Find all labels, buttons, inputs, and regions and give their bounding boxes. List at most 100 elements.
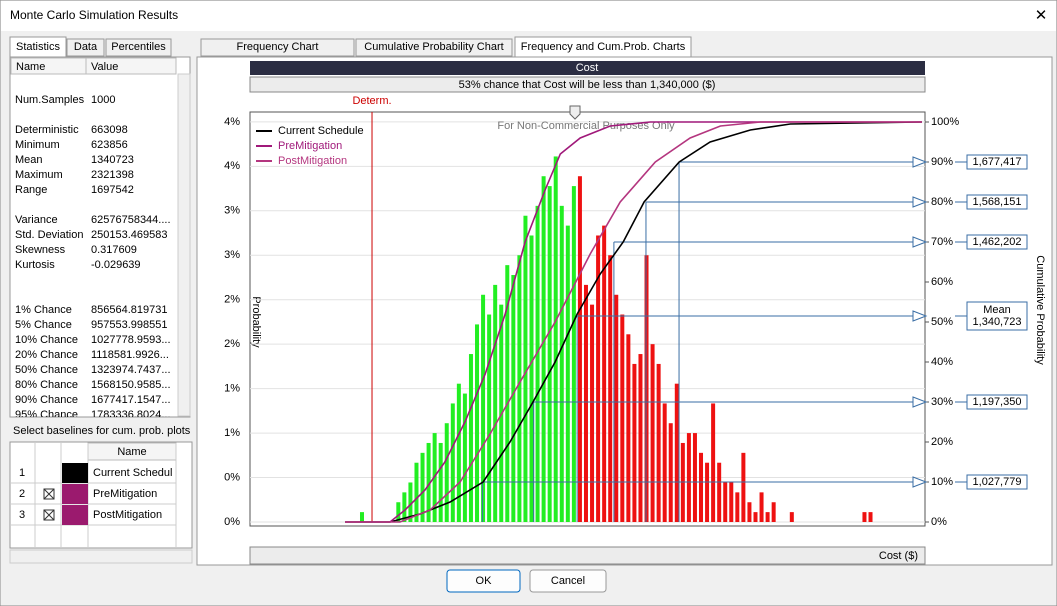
bar xyxy=(747,502,752,522)
table-cell: 1118581.9926... xyxy=(91,349,169,361)
title-bar xyxy=(1,1,1056,31)
marker-arrow xyxy=(912,396,928,408)
bar xyxy=(583,284,588,522)
tab[interactable] xyxy=(105,38,172,57)
bar xyxy=(656,363,661,522)
y-tick-label: 0% xyxy=(224,516,240,528)
color-swatch xyxy=(62,463,88,483)
bar xyxy=(481,294,486,522)
table-cell: 250153.469583 xyxy=(91,229,167,241)
tab-label: Frequency Chart xyxy=(237,41,319,53)
y2-tick-label: 70% xyxy=(931,236,953,248)
table-cell: 90% Chance xyxy=(15,394,78,406)
y-tick-label: 0% xyxy=(224,471,240,483)
marker-arrow xyxy=(912,476,928,488)
column-header: Name xyxy=(117,446,146,458)
tab-label: Cumulative Probability Chart xyxy=(364,41,503,53)
bar xyxy=(596,235,601,523)
bar xyxy=(771,502,776,522)
y-tick-label: 4% xyxy=(224,116,240,128)
slider-thumb[interactable] xyxy=(569,105,581,120)
bar xyxy=(571,186,576,523)
y-tick-label: 2% xyxy=(224,294,240,306)
marker-box xyxy=(966,154,1028,170)
bar xyxy=(402,492,407,522)
chart-title: Cost xyxy=(576,62,599,74)
bar xyxy=(396,502,401,522)
bar xyxy=(511,275,516,522)
color-swatch xyxy=(62,505,88,525)
row-index: 2 xyxy=(19,488,25,500)
table-cell: Skewness xyxy=(15,244,66,256)
y2-tick-label: 20% xyxy=(931,436,953,448)
y2-axis-title: Cumulative Probability xyxy=(1034,255,1046,365)
table-cell: 50% Chance xyxy=(15,364,78,376)
bar xyxy=(529,235,534,523)
table-cell: Minimum xyxy=(15,139,60,151)
button[interactable] xyxy=(446,569,521,593)
bar xyxy=(505,265,510,522)
watermark: For Non-Commercial Purposes Only xyxy=(497,120,675,132)
table-cell: 1340723 xyxy=(91,154,134,166)
y2-tick-label: 0% xyxy=(931,516,947,528)
table-cell: 1000 xyxy=(91,94,115,106)
bar xyxy=(553,156,558,522)
tab[interactable] xyxy=(514,36,692,58)
bar xyxy=(705,462,710,522)
bar xyxy=(408,482,413,522)
table-cell: 20% Chance xyxy=(15,349,78,361)
bar xyxy=(759,492,764,522)
bar xyxy=(475,324,480,522)
bar xyxy=(517,255,522,523)
legend-label: Current Schedule xyxy=(278,125,364,137)
table-cell: Range xyxy=(15,184,47,196)
tab[interactable] xyxy=(200,38,355,57)
bar xyxy=(711,403,716,522)
subtitle-bar xyxy=(249,76,926,93)
marker-box xyxy=(966,194,1028,210)
y-tick-label: 1% xyxy=(224,427,240,439)
h-scrollbar[interactable] xyxy=(9,549,193,564)
bar xyxy=(438,442,443,522)
bar xyxy=(662,403,667,522)
bar xyxy=(359,512,364,522)
stats-list xyxy=(9,56,191,418)
window-title: Monte Carlo Simulation Results xyxy=(10,8,178,22)
table-cell: 663098 xyxy=(91,124,128,136)
y-axis-title: Probability xyxy=(250,296,262,348)
y2-tick-label: 60% xyxy=(931,276,953,288)
legend-label: PostMitigation xyxy=(278,155,347,167)
checkbox[interactable] xyxy=(43,509,55,521)
table-cell: Kurtosis xyxy=(15,259,55,271)
baseline-name: PreMitigation xyxy=(93,488,157,500)
scrollbar[interactable] xyxy=(177,73,191,417)
tab[interactable] xyxy=(355,38,513,57)
table-cell: Deterministic xyxy=(15,124,79,136)
marker-box xyxy=(966,474,1028,490)
checkmark xyxy=(43,509,55,521)
button-label: Cancel xyxy=(551,575,585,587)
button[interactable] xyxy=(529,569,607,593)
table-cell: 5% Chance xyxy=(15,319,72,331)
tab[interactable] xyxy=(9,36,67,58)
checkbox[interactable] xyxy=(43,488,55,500)
baseline-name: PostMitigation xyxy=(93,509,162,521)
bar xyxy=(686,433,691,522)
bar xyxy=(729,482,734,522)
close-button[interactable]: ✕ xyxy=(1035,7,1048,24)
legend-label: PreMitigation xyxy=(278,140,342,152)
column-header: Value xyxy=(91,61,118,73)
y-tick-label: 3% xyxy=(224,205,240,217)
cum-line xyxy=(345,121,922,523)
bar xyxy=(541,176,546,523)
bar xyxy=(608,255,613,523)
tab[interactable] xyxy=(66,38,105,57)
bar xyxy=(735,492,740,522)
color-swatch xyxy=(62,484,88,504)
marker-label: 1,027,779 xyxy=(973,476,1022,488)
marker-box xyxy=(966,234,1028,250)
marker-label: 1,677,417 xyxy=(973,156,1022,168)
bar xyxy=(868,512,873,522)
tab-label: Statistics xyxy=(16,41,61,53)
